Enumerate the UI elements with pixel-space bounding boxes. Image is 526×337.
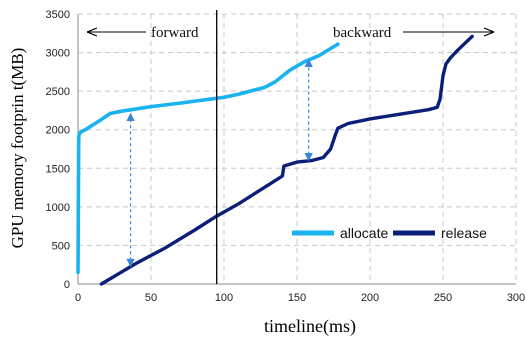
legend-label-release: release xyxy=(441,225,487,241)
x-tick-label: 200 xyxy=(361,292,379,304)
y-tick-label: 1000 xyxy=(46,202,70,214)
backward-label: backward xyxy=(333,25,392,41)
series-line-release xyxy=(99,34,474,286)
legend-label-allocate: allocate xyxy=(340,225,388,241)
y-tick-label: 0 xyxy=(64,279,70,291)
x-tick-label: 250 xyxy=(434,292,452,304)
y-axis-label: GPU memory footprin t(MB) xyxy=(8,48,27,249)
annotations: forward backward xyxy=(88,10,493,284)
y-tick-label: 3000 xyxy=(46,48,70,60)
x-tick-label: 0 xyxy=(75,292,81,304)
y-tick-label: 3500 xyxy=(46,9,70,21)
x-tick-label: 100 xyxy=(215,292,233,304)
x-tick-label: 150 xyxy=(288,292,306,304)
x-axis-label: timeline(ms) xyxy=(264,316,356,337)
y-tick-label: 2000 xyxy=(46,125,70,137)
forward-label: forward xyxy=(151,25,199,41)
x-tick-label: 300 xyxy=(507,292,525,304)
x-tick-label: 50 xyxy=(145,292,157,304)
y-tick-label: 2500 xyxy=(46,86,70,98)
series-line-allocate xyxy=(76,42,340,275)
y-tick-label: 500 xyxy=(52,240,70,252)
y-tick-label: 1500 xyxy=(46,163,70,175)
series xyxy=(76,34,474,286)
grid xyxy=(78,13,517,284)
legend: allocate release xyxy=(292,225,487,241)
